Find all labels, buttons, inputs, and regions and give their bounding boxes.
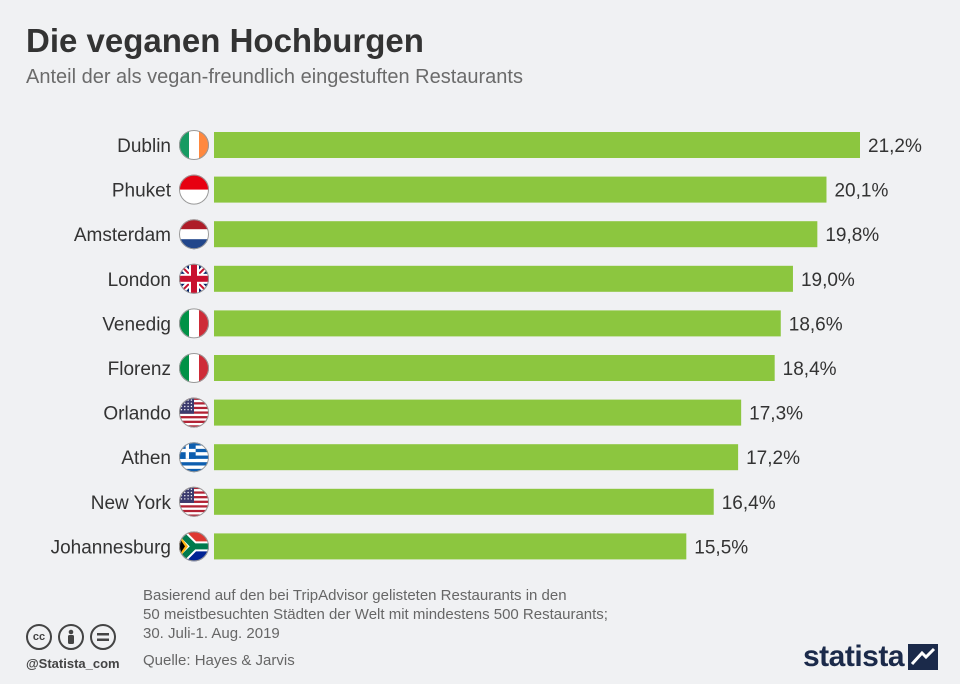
category-label: Johannesburg [51, 537, 171, 558]
bar [214, 488, 714, 515]
value-label: 15,5% [694, 537, 748, 558]
attribution-icon [58, 624, 84, 650]
footnote: Basierend auf den bei TripAdvisor gelist… [143, 586, 703, 643]
category-label: Venedig [102, 314, 171, 335]
value-label: 19,0% [801, 270, 855, 291]
bar [214, 399, 742, 426]
footnote-line: 30. Juli-1. Aug. 2019 [143, 625, 280, 642]
value-label: 21,2% [868, 136, 922, 157]
category-label: Dublin [117, 136, 171, 157]
license-icons[interactable]: cc [26, 624, 116, 650]
bar [214, 221, 818, 248]
value-label: 17,2% [746, 448, 800, 469]
category-label: Orlando [103, 404, 171, 425]
bar [214, 265, 793, 292]
bar [214, 355, 775, 381]
logo-text: statista [803, 640, 905, 673]
netherlands-flag-icon [179, 219, 209, 250]
no-derivatives-icon [90, 624, 116, 650]
footnote-line: Basierend auf den bei TripAdvisor gelist… [143, 587, 567, 604]
chart-subtitle: Anteil der als vegan-freundlich eingestu… [26, 66, 523, 88]
bar [214, 132, 860, 158]
indonesia-flag-icon [179, 174, 209, 205]
greece-flag-icon [179, 442, 209, 473]
bar-chart: Dublin 21,2% Phuket 20,1% Amsterdam 19,8% Lond… [51, 130, 922, 562]
category-label: London [108, 270, 171, 291]
value-label: 17,3% [749, 404, 803, 425]
italy-flag-icon [179, 308, 209, 339]
category-label: Florenz [108, 359, 171, 380]
value-label: 18,4% [783, 359, 837, 380]
value-label: 18,6% [789, 314, 843, 335]
italy-flag-icon [179, 353, 209, 383]
value-label: 16,4% [722, 493, 776, 514]
logo-mark-icon [908, 644, 939, 670]
source-text: Quelle: Hayes & Jarvis [143, 652, 295, 669]
bar [214, 176, 827, 203]
ireland-flag-icon [179, 130, 209, 160]
value-label: 20,1% [834, 181, 888, 202]
usa-flag-icon [179, 397, 209, 428]
usa-flag-icon [179, 486, 209, 517]
bar [214, 444, 739, 471]
footnote-line: 50 meistbesuchten Städten der Welt mit m… [143, 606, 608, 623]
bar [214, 533, 687, 560]
bar [214, 310, 781, 337]
category-label: Phuket [112, 181, 172, 202]
south-africa-flag-icon [179, 531, 209, 562]
category-label: Athen [121, 448, 171, 469]
chart-title: Die veganen Hochburgen [26, 22, 424, 59]
cc-icon: cc [26, 624, 52, 650]
category-label: New York [91, 493, 172, 514]
statista-logo[interactable]: statista [803, 640, 939, 674]
statista-handle[interactable]: @Statista_com [26, 656, 120, 671]
uk-flag-icon [179, 263, 209, 294]
category-label: Amsterdam [74, 225, 171, 246]
value-label: 19,8% [825, 225, 879, 246]
